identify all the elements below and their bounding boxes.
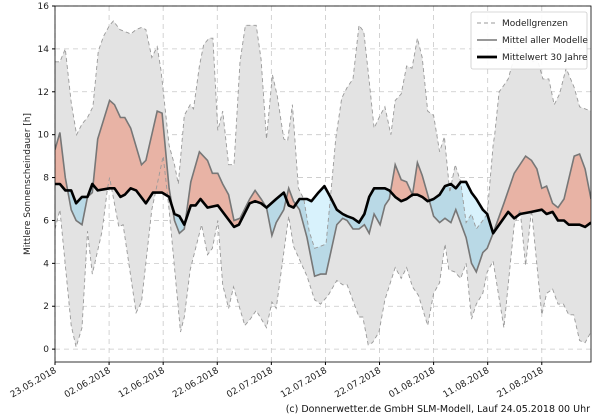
legend-label-mean: Mittel aller Modelle: [502, 36, 588, 46]
x-tick-label: 02.06.2018: [63, 366, 113, 401]
x-tick-label: 11.08.2018: [442, 366, 492, 401]
y-tick-label: 8: [43, 174, 49, 184]
x-axis: 23.05.2018 02.06.2018 12.06.2018 22.06.2018…: [9, 362, 546, 400]
y-tick-label: 2: [43, 302, 49, 312]
x-tick-label: 23.05.2018: [9, 366, 59, 401]
legend: Modellgrenzen Mittel aller Modelle Mitte…: [470, 11, 588, 70]
legend-label-bounds: Modellgrenzen: [502, 19, 568, 29]
upper-bound-line: [55, 20, 591, 249]
y-tick-label: 14: [38, 45, 50, 55]
x-tick-label: 02.07.2018: [225, 366, 275, 401]
y-tick-label: 4: [43, 259, 49, 269]
climate-30y-line: [55, 180, 591, 235]
model-mean-line: [55, 98, 591, 278]
legend-label-climate: Mittelwert 30 Jahre: [502, 53, 588, 63]
x-tick-label: 01.08.2018: [387, 366, 437, 401]
y-axis-label: Mittlere Sonnenscheindauer [h]: [23, 113, 33, 255]
x-tick-label: 22.06.2018: [171, 366, 221, 401]
y-tick-label: 16: [38, 2, 50, 12]
y-tick-label: 6: [43, 216, 49, 226]
x-tick-label: 12.07.2018: [279, 366, 329, 401]
model-bounds-band: [55, 21, 591, 347]
y-tick-label: 10: [38, 131, 50, 141]
lower-bound-line: [55, 156, 591, 349]
y-tick-label: 0: [43, 345, 49, 355]
x-tick-label: 22.07.2018: [333, 366, 383, 401]
x-tick-label: 21.08.2018: [496, 366, 546, 401]
x-tick-label: 12.06.2018: [117, 366, 167, 401]
y-tick-label: 12: [38, 88, 49, 98]
copyright-footer: (c) Donnerwetter.de GmbH SLM-Modell, Lau…: [285, 404, 590, 415]
y-axis: 0 2 4 6 8 10 12 14 16: [38, 2, 55, 355]
plot-frame: [54, 5, 592, 363]
